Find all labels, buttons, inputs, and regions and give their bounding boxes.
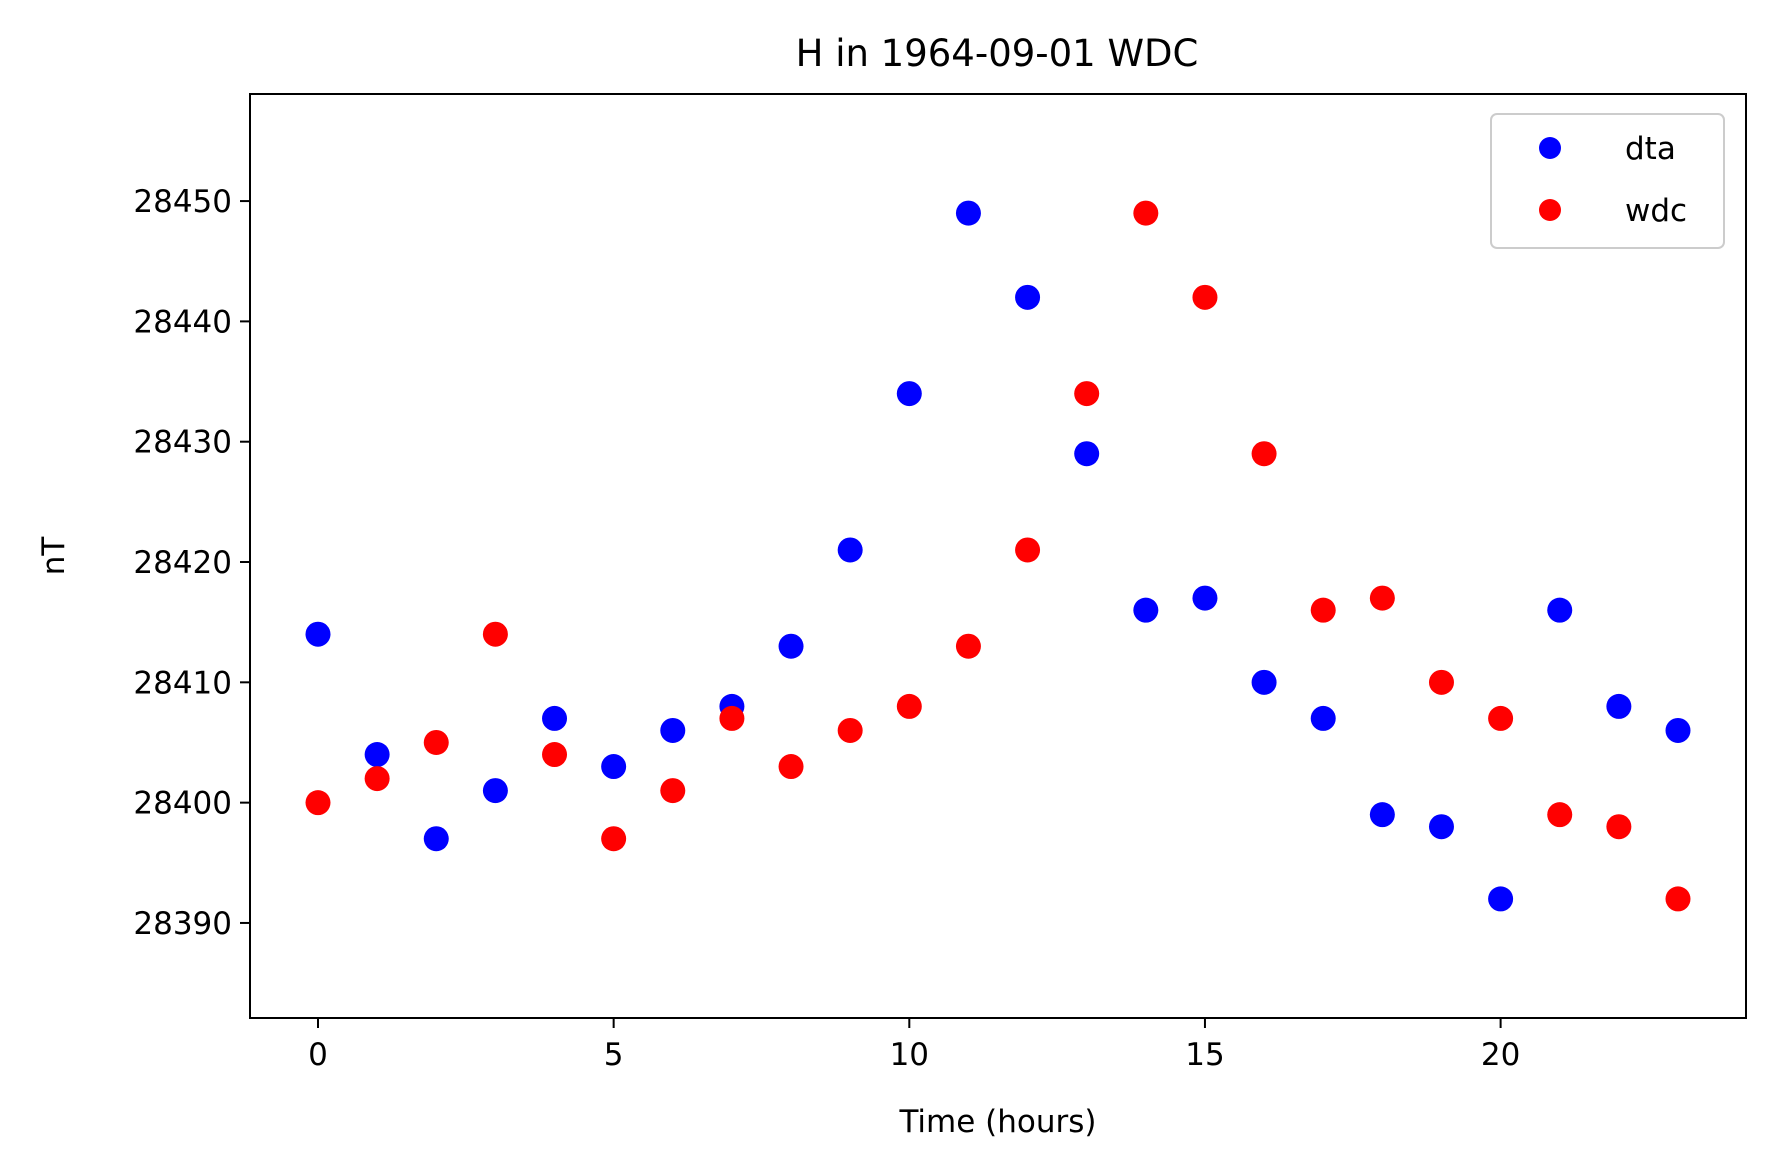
data-point-dta [305, 621, 331, 647]
y-axis: 28390 28400 28410 28420 28430 28440 28450 [133, 184, 250, 942]
series-wdc [305, 200, 1691, 912]
data-point-wdc [364, 766, 390, 792]
data-point-dta [1192, 585, 1218, 611]
data-point-wdc [1074, 381, 1100, 407]
legend-label-dta: dta [1625, 131, 1676, 167]
data-point-dta [660, 717, 686, 743]
data-point-dta [955, 200, 981, 226]
data-point-wdc [601, 826, 627, 852]
data-point-wdc [660, 778, 686, 804]
data-point-wdc [1547, 802, 1573, 828]
data-point-wdc [1133, 200, 1159, 226]
y-tick-label: 28430 [133, 425, 232, 461]
data-point-wdc [423, 729, 449, 755]
legend: dta wdc [1490, 113, 1725, 249]
chart-title: H in 1964-09-01 WDC [796, 32, 1199, 75]
x-tick-label: 10 [890, 1037, 929, 1073]
data-point-wdc [1251, 441, 1277, 467]
x-tick-label: 15 [1185, 1037, 1224, 1073]
data-point-dta [1547, 597, 1573, 623]
data-point-dta [1428, 814, 1454, 840]
data-point-wdc [542, 742, 568, 768]
data-point-dta [778, 633, 804, 659]
data-point-dta [1015, 284, 1041, 310]
data-point-dta [1488, 886, 1514, 912]
data-point-dta [1606, 693, 1632, 719]
data-point-wdc [482, 621, 508, 647]
x-tick-label: 0 [308, 1037, 328, 1073]
legend-label-wdc: wdc [1625, 193, 1687, 229]
data-point-wdc [305, 790, 331, 816]
x-tick-label: 5 [604, 1037, 624, 1073]
data-point-dta [1665, 717, 1691, 743]
data-point-wdc [1310, 597, 1336, 623]
data-point-wdc [955, 633, 981, 659]
data-point-dta [1251, 669, 1277, 695]
data-point-dta [542, 705, 568, 731]
data-points [305, 200, 1691, 912]
data-point-wdc [1606, 814, 1632, 840]
data-point-dta [837, 537, 863, 563]
legend-frame [1490, 113, 1725, 249]
plot-frame [249, 93, 1747, 1019]
x-tick-label: 20 [1481, 1037, 1520, 1073]
data-point-dta [1133, 597, 1159, 623]
data-point-dta [364, 742, 390, 768]
x-axis-title: Time (hours) [898, 1104, 1096, 1140]
legend-marker-dta [1539, 137, 1561, 159]
data-point-wdc [1488, 705, 1514, 731]
legend-marker-wdc [1539, 199, 1561, 221]
data-point-dta [1369, 802, 1395, 828]
data-point-dta [896, 381, 922, 407]
plot-area [249, 93, 1747, 1019]
data-point-wdc [1015, 537, 1041, 563]
series-dta [305, 200, 1691, 912]
data-point-dta [423, 826, 449, 852]
data-point-wdc [1192, 284, 1218, 310]
y-tick-label: 28450 [133, 184, 232, 220]
y-tick-label: 28410 [133, 665, 232, 701]
y-tick-label: 28390 [133, 906, 232, 942]
y-tick-label: 28400 [133, 786, 232, 822]
data-point-dta [482, 778, 508, 804]
data-point-wdc [1428, 669, 1454, 695]
data-point-wdc [896, 693, 922, 719]
data-point-dta [1310, 705, 1336, 731]
data-point-wdc [719, 705, 745, 731]
data-point-wdc [1665, 886, 1691, 912]
data-point-wdc [778, 754, 804, 780]
data-point-dta [1074, 441, 1100, 467]
data-point-wdc [1369, 585, 1395, 611]
y-axis-title: nT [36, 536, 72, 576]
x-axis: 0 5 10 15 20 [308, 1018, 1520, 1073]
y-tick-label: 28440 [133, 304, 232, 340]
data-point-dta [601, 754, 627, 780]
data-point-wdc [837, 717, 863, 743]
y-tick-label: 28420 [133, 545, 232, 581]
